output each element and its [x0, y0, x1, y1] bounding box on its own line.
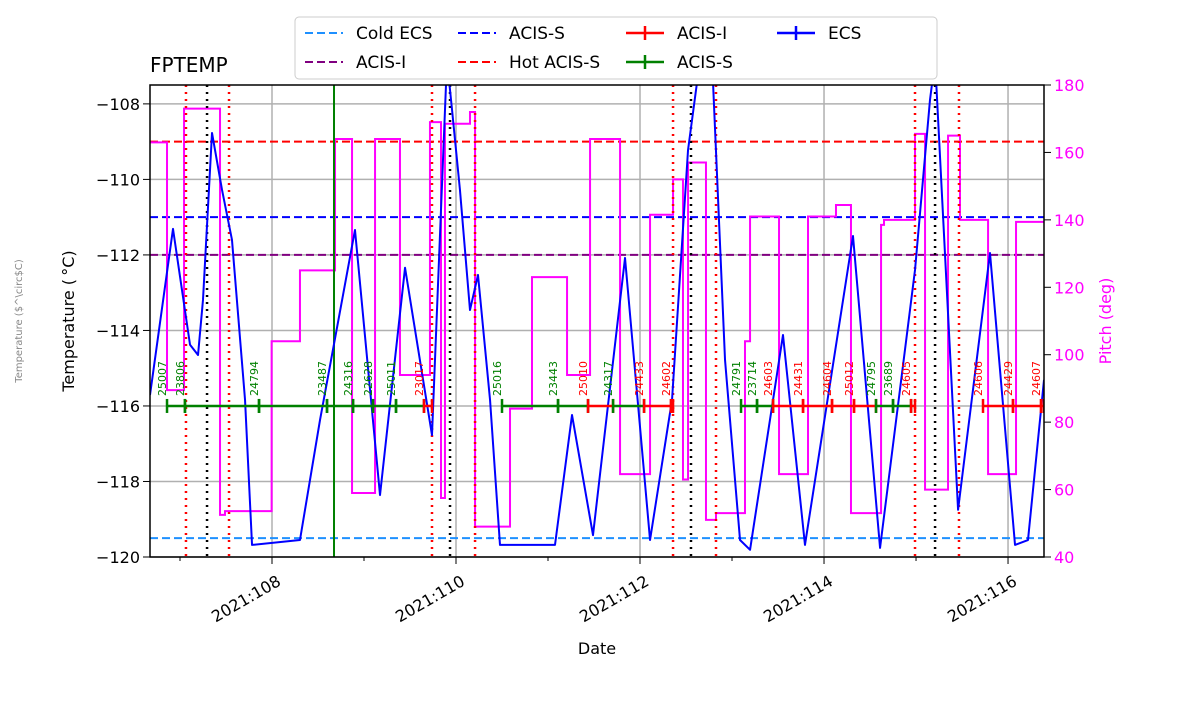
y2-tick-label: 120 [1054, 278, 1085, 297]
y-tick-label: −114 [96, 321, 140, 340]
grid [150, 85, 1044, 558]
legend-label: ACIS-I [677, 24, 727, 44]
y-axis-label-source: Temperature ($^\circ$C) [14, 259, 25, 384]
x-tick-label: 2021:110 [392, 571, 468, 626]
obsid-label: 24794 [248, 361, 261, 396]
obsid-label: 24606 [972, 361, 985, 396]
y-tick-label: −112 [96, 246, 140, 265]
fptemp-line [150, 85, 1044, 551]
obsid-label: 24795 [865, 361, 878, 396]
obsid-label: 24603 [762, 361, 775, 396]
y2-tick-label: 180 [1054, 76, 1085, 95]
obsid-label: 23714 [746, 361, 759, 396]
obsid-label: 22628 [362, 361, 375, 396]
y-tick-label: −116 [96, 397, 140, 416]
x-axis-label: Date [578, 639, 616, 658]
y2-tick-label: 140 [1054, 211, 1085, 230]
obsid-label: 23689 [882, 361, 895, 396]
y2-axis-label: Pitch (deg) [1096, 278, 1115, 365]
obsid-label: 24431 [792, 361, 805, 396]
obsid-label: 25012 [843, 361, 856, 396]
legend-label: ACIS-S [509, 24, 565, 44]
plot-area: 25007 23806 24794 23487 24316 22628 25011 23017… [150, 85, 1044, 557]
legend-label: ECS [828, 24, 861, 44]
y-tick-label: −118 [96, 472, 140, 491]
obsid-label: 25016 [491, 361, 504, 396]
obsid-label: 24433 [633, 361, 646, 396]
obsid-label: 25010 [577, 361, 590, 396]
y-axis-label: Temperature ( °C) [59, 250, 78, 392]
pitch-line [150, 107, 1044, 528]
legend-label: ACIS-I [356, 53, 406, 73]
obsid-label: 23806 [174, 361, 187, 396]
y2-tick-label: 40 [1054, 548, 1074, 567]
obsid-label: 24791 [730, 361, 743, 396]
obsid-label: 25011 [385, 361, 398, 396]
obsid-label: 25007 [156, 361, 169, 396]
legend-label: ACIS-S [677, 53, 733, 73]
obsid-label: 23443 [547, 361, 560, 396]
y2-tick-label: 80 [1054, 413, 1074, 432]
y2-tick-label: 60 [1054, 481, 1074, 500]
y2-tick-label: 160 [1054, 143, 1085, 162]
y-tick-label: −108 [96, 95, 140, 114]
x-tick-label: 2021:114 [760, 571, 836, 626]
y2-tick-label: 100 [1054, 346, 1085, 365]
y-tick-label: −120 [96, 548, 140, 567]
x-tick-label: 2021:116 [944, 571, 1020, 626]
chart-title: FPTEMP [150, 53, 228, 77]
obsid-label: 23017 [413, 361, 426, 396]
obsid-label: 23487 [316, 361, 329, 396]
obsid-label: 24604 [821, 361, 834, 396]
obsid-label: 24602 [660, 361, 673, 396]
obsid-label: 24316 [342, 361, 355, 396]
y-tick-label: −110 [96, 170, 140, 189]
plot-frame [149, 84, 1045, 558]
x-tick-label: 2021:112 [576, 571, 652, 626]
obsid-label: 24605 [900, 361, 913, 396]
legend-label: Cold ECS [356, 24, 433, 44]
legend-label: Hot ACIS-S [509, 53, 600, 73]
legend: Cold ECS ACIS-I ACIS-S Hot ACIS-S ACIS-I ACIS… [294, 16, 938, 80]
obsid-label: 24429 [1002, 361, 1015, 396]
x-tick-label: 2021:108 [208, 571, 284, 626]
obsid-label: 24607 [1030, 361, 1043, 396]
obsid-label: 24317 [602, 361, 615, 396]
